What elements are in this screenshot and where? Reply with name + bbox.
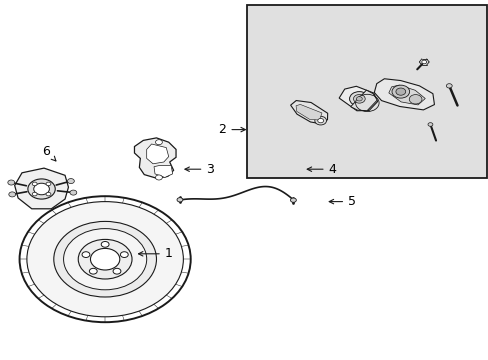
Polygon shape bbox=[339, 86, 377, 111]
Circle shape bbox=[34, 183, 49, 195]
Circle shape bbox=[290, 198, 296, 202]
Circle shape bbox=[349, 91, 368, 106]
Polygon shape bbox=[154, 166, 172, 177]
Circle shape bbox=[353, 94, 365, 103]
Circle shape bbox=[314, 116, 326, 125]
Circle shape bbox=[113, 268, 121, 274]
Text: 2: 2 bbox=[218, 123, 245, 136]
Polygon shape bbox=[388, 85, 425, 105]
Text: 6: 6 bbox=[42, 145, 56, 161]
Circle shape bbox=[82, 252, 90, 257]
Bar bbox=[246, 5, 486, 178]
Polygon shape bbox=[15, 168, 68, 209]
Circle shape bbox=[32, 192, 37, 196]
Circle shape bbox=[155, 140, 162, 145]
Circle shape bbox=[67, 179, 74, 184]
Polygon shape bbox=[350, 90, 376, 111]
Circle shape bbox=[427, 123, 432, 126]
Circle shape bbox=[63, 229, 146, 290]
Circle shape bbox=[46, 192, 51, 196]
Circle shape bbox=[89, 268, 97, 274]
Circle shape bbox=[28, 179, 55, 199]
Circle shape bbox=[421, 60, 426, 64]
Circle shape bbox=[54, 221, 156, 297]
Circle shape bbox=[446, 84, 451, 88]
Polygon shape bbox=[290, 100, 327, 124]
Polygon shape bbox=[146, 144, 168, 164]
Circle shape bbox=[395, 88, 405, 95]
Polygon shape bbox=[373, 79, 433, 110]
Circle shape bbox=[70, 190, 77, 195]
Text: 5: 5 bbox=[328, 195, 355, 208]
Circle shape bbox=[90, 248, 120, 270]
Circle shape bbox=[27, 202, 183, 317]
Polygon shape bbox=[295, 104, 321, 120]
Circle shape bbox=[356, 96, 362, 101]
Circle shape bbox=[46, 182, 51, 186]
Circle shape bbox=[32, 182, 37, 186]
Circle shape bbox=[155, 175, 162, 180]
Circle shape bbox=[408, 95, 421, 104]
Polygon shape bbox=[134, 138, 176, 178]
Circle shape bbox=[317, 118, 323, 123]
Circle shape bbox=[120, 252, 128, 257]
Circle shape bbox=[391, 85, 409, 98]
Circle shape bbox=[78, 239, 132, 279]
Text: 4: 4 bbox=[306, 163, 336, 176]
Circle shape bbox=[8, 180, 15, 185]
Circle shape bbox=[20, 196, 190, 322]
Text: 3: 3 bbox=[184, 163, 214, 176]
Circle shape bbox=[101, 242, 109, 247]
Circle shape bbox=[177, 198, 183, 202]
Text: 1: 1 bbox=[138, 247, 172, 260]
Circle shape bbox=[9, 192, 16, 197]
